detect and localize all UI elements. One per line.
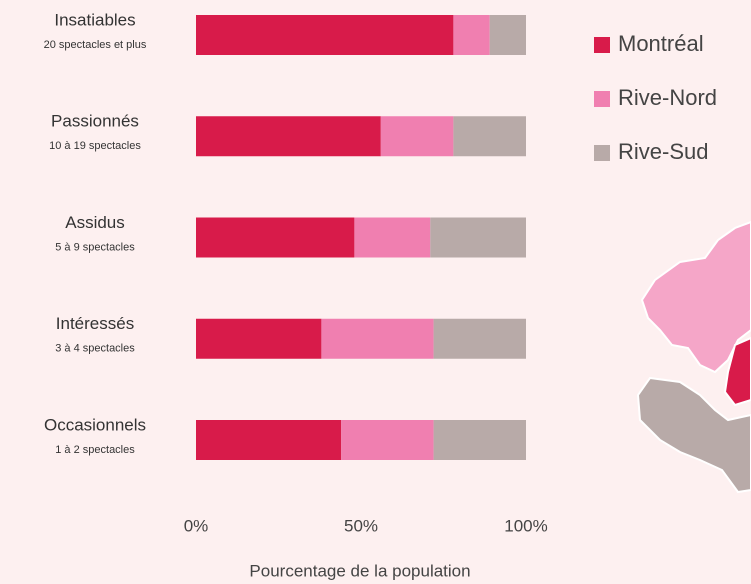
bar-segment bbox=[196, 116, 381, 157]
x-tick-label: 50% bbox=[344, 516, 378, 535]
legend-swatch bbox=[594, 91, 610, 107]
legend-swatch bbox=[594, 37, 610, 53]
bar-segment bbox=[354, 217, 431, 258]
category-detail: 20 spectacles et plus bbox=[44, 39, 147, 51]
bar-segment bbox=[196, 420, 342, 460]
legend-label: Montréal bbox=[618, 31, 704, 56]
category-detail: 5 à 9 spectacles bbox=[55, 241, 135, 253]
category-label: Passionnés bbox=[51, 112, 139, 131]
legend-label: Rive-Sud bbox=[618, 139, 708, 164]
category-label: Intéressés bbox=[56, 314, 134, 333]
bar-segment bbox=[430, 217, 526, 258]
bar-segment bbox=[433, 420, 526, 460]
bar-segment bbox=[196, 318, 322, 359]
bar-segment bbox=[453, 116, 526, 157]
bar-segment bbox=[380, 116, 454, 157]
bar-segment bbox=[433, 318, 526, 359]
x-axis-label: Pourcentage de la population bbox=[249, 561, 470, 580]
bar-segment bbox=[196, 217, 355, 258]
category-label: Occasionnels bbox=[44, 415, 146, 434]
legend-label: Rive-Nord bbox=[618, 85, 717, 110]
bar-segment bbox=[489, 15, 526, 55]
bar-segment bbox=[341, 420, 434, 460]
bar-segment bbox=[321, 318, 434, 359]
category-label: Assidus bbox=[65, 213, 125, 232]
category-detail: 1 à 2 spectacles bbox=[55, 444, 135, 456]
x-tick-label: 100% bbox=[504, 516, 547, 535]
category-label: Insatiables bbox=[54, 10, 135, 29]
legend-swatch bbox=[594, 145, 610, 161]
bar-segment bbox=[453, 15, 490, 55]
category-detail: 10 à 19 spectacles bbox=[49, 140, 141, 152]
x-tick-label: 0% bbox=[184, 516, 209, 535]
bar-segment bbox=[196, 15, 454, 55]
region-map bbox=[636, 220, 751, 494]
category-detail: 3 à 4 spectacles bbox=[55, 343, 135, 355]
